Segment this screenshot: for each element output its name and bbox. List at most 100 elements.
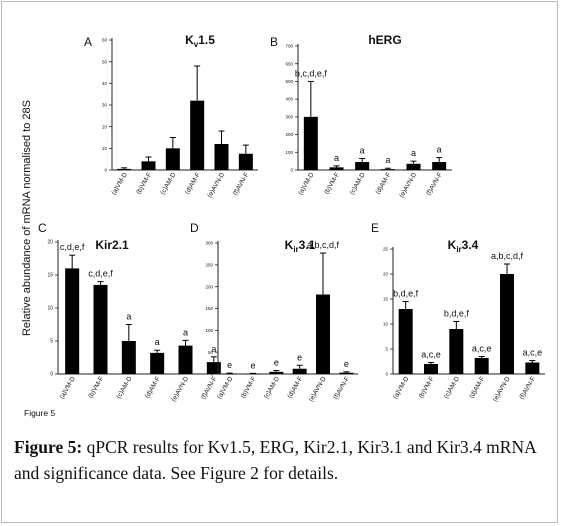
significance-label: c,d,e,f xyxy=(88,269,113,279)
significance-label: e xyxy=(250,360,255,370)
bar xyxy=(93,284,108,374)
significance-label: b,d,e,f xyxy=(444,309,470,319)
panel-letter: E xyxy=(371,221,379,235)
panel-title-main: hERG xyxy=(368,33,401,47)
bar xyxy=(222,373,237,375)
y-tick-label: 0 xyxy=(385,372,388,377)
y-tick-label: 15 xyxy=(47,273,53,279)
panel-letter: B xyxy=(270,35,278,49)
x-category-label: (a)VM-D xyxy=(59,375,77,400)
significance-label: a xyxy=(155,337,160,347)
x-category-label: (e)AVN-D xyxy=(398,171,418,199)
panel-letter: C xyxy=(38,221,47,235)
y-tick-label: 200 xyxy=(285,132,293,137)
bar xyxy=(190,100,205,170)
x-category-label: (e)AVN-D xyxy=(170,375,190,403)
y-tick-label: 40 xyxy=(102,81,108,86)
panel-title-subscript: v xyxy=(194,40,199,49)
panel-title-main: Kir2.1 xyxy=(95,238,129,252)
y-tick-label: 300 xyxy=(285,114,293,119)
x-category-label: (d)AM-F xyxy=(144,375,162,399)
significance-label: a,b,c,d,f xyxy=(307,240,340,250)
x-category-label: (f)AVN-F xyxy=(518,375,537,400)
bar xyxy=(406,163,421,170)
significance-label: a xyxy=(360,145,365,155)
bar xyxy=(141,161,156,170)
chart-panel-d: D Kir3.1 0 50 100 150 200 250 300 e (a)VM-D e (b)VM-… xyxy=(190,221,358,403)
y-tick-label: 60 xyxy=(102,38,108,43)
y-tick-label: 0 xyxy=(210,372,213,377)
y-tick-label: 400 xyxy=(285,97,293,102)
bar xyxy=(432,162,447,170)
bar xyxy=(500,274,514,374)
significance-label: a xyxy=(411,148,416,158)
bar xyxy=(178,345,193,374)
y-tick-label: 0 xyxy=(50,372,53,378)
figure-caption: Figure 5: qPCR results for Kv1.5, ERG, K… xyxy=(14,434,549,486)
significance-label: a,c,e xyxy=(523,348,543,358)
x-category-label: (b)VM-F xyxy=(87,375,105,399)
panel-title-main: K xyxy=(185,33,194,47)
significance-label: a xyxy=(385,155,390,165)
significance-label: a,c,e xyxy=(472,344,492,354)
y-tick-label: 15 xyxy=(383,297,389,302)
significance-label: e xyxy=(274,358,279,368)
y-tick-label: 100 xyxy=(285,150,293,155)
bar xyxy=(449,329,464,374)
bar xyxy=(398,309,413,374)
bar xyxy=(380,169,395,170)
y-tick-label: 50 xyxy=(208,350,214,355)
panel-title-rest: 1.5 xyxy=(198,33,215,47)
panel-letter: A xyxy=(84,35,92,49)
x-category-label: (f)AVN-F xyxy=(232,171,251,196)
panel-title: hERG xyxy=(368,33,401,47)
bar xyxy=(65,268,80,374)
panel-title-rest: 3.4 xyxy=(462,238,479,252)
x-category-label: (c)AM-D xyxy=(159,171,177,196)
y-tick-label: 20 xyxy=(383,272,389,277)
x-category-label: (c)AM-D xyxy=(115,375,133,400)
bar xyxy=(525,362,540,374)
y-tick-label: 10 xyxy=(383,322,389,327)
x-category-label: (f)AVN-F xyxy=(332,375,351,400)
significance-label: a xyxy=(334,153,339,163)
panel-title: Kir3.4 xyxy=(448,238,479,254)
significance-label: a,c,e xyxy=(421,350,441,360)
x-category-label: (a)VM-D xyxy=(216,375,234,400)
x-category-label: (d)AM-F xyxy=(468,375,486,399)
bar xyxy=(329,167,344,170)
y-axis-label: Relative abundance of mRNA normalised to… xyxy=(21,100,33,336)
bar xyxy=(339,372,354,374)
x-category-label: (e)AVN-D xyxy=(206,171,226,199)
y-tick-label: 150 xyxy=(205,306,213,311)
chart-panel-a: A Kv1.5 0 10 20 30 40 50 60 (a)VM-D (b)VM-F (c)AM-D… xyxy=(84,33,258,199)
y-tick-label: 20 xyxy=(47,240,53,246)
y-tick-label: 30 xyxy=(102,103,108,108)
significance-label: c,d,e,f xyxy=(60,242,85,252)
panel-title-main: K xyxy=(448,238,457,252)
bar xyxy=(214,144,229,170)
y-tick-label: 0 xyxy=(104,168,107,173)
significance-label: b,c,d,e,f xyxy=(295,68,328,78)
x-category-label: (b)VM-F xyxy=(135,171,153,195)
x-category-label: (b)VM-F xyxy=(418,375,436,399)
panel-title: Kv1.5 xyxy=(185,33,215,49)
panel-title-subscript: ir xyxy=(456,245,461,254)
y-tick-label: 20 xyxy=(102,124,108,129)
caption-text: qPCR results for Kv1.5, ERG, Kir2.1, Kir… xyxy=(14,437,536,483)
panel-title-subscript: ir xyxy=(293,245,298,254)
y-tick-label: 10 xyxy=(102,146,108,151)
y-tick-label: 200 xyxy=(205,284,213,289)
significance-label: a xyxy=(211,344,216,354)
y-tick-label: 5 xyxy=(385,347,388,352)
significance-label: b,d,e,f xyxy=(393,289,419,299)
bar xyxy=(246,373,260,375)
y-tick-label: 100 xyxy=(205,328,213,333)
y-tick-label: 50 xyxy=(102,59,108,64)
x-category-label: (f)AVN-F xyxy=(425,171,444,196)
significance-label: e xyxy=(297,352,302,362)
x-category-label: (c)AM-D xyxy=(443,375,461,400)
